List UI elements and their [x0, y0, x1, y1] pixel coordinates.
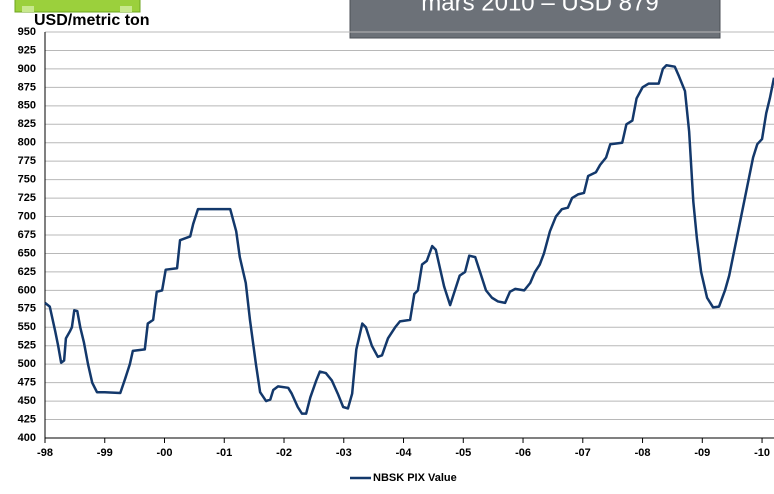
x-tick-label: -05: [455, 447, 471, 459]
y-tick-label: 625: [18, 266, 36, 278]
x-tick-label: -00: [157, 447, 173, 459]
green-banner: [14, 0, 141, 13]
banner-detail: [120, 6, 132, 12]
x-tick-label: -06: [515, 447, 531, 459]
y-tick-label: 550: [18, 321, 36, 333]
y-tick-label: 900: [18, 63, 36, 75]
x-tick-label: -03: [336, 447, 352, 459]
y-tick-label: 875: [18, 81, 36, 93]
x-tick-label: -07: [575, 447, 591, 459]
y-tick-label: 825: [18, 118, 36, 130]
banner-detail: [22, 6, 34, 12]
x-tick-label: -04: [396, 447, 413, 459]
y-tick-label: 725: [18, 192, 36, 204]
x-tick-label: -08: [635, 447, 651, 459]
line-series: [44, 63, 774, 415]
y-tick-label: 475: [18, 377, 36, 389]
x-tick-label: -98: [37, 447, 53, 459]
x-tick-label: -01: [216, 447, 232, 459]
x-tick-label: -09: [694, 447, 710, 459]
legend-label: NBSK PIX Value: [373, 472, 457, 484]
y-tick-label: 525: [18, 340, 36, 352]
y-tick-label: 950: [18, 26, 36, 38]
y-tick-label: 675: [18, 229, 36, 241]
annotation-text: mars 2010 – USD 879: [421, 0, 658, 16]
y-tick-label: 775: [18, 155, 36, 167]
y-tick-label: 925: [18, 44, 36, 56]
y-tick-label: 600: [18, 284, 36, 296]
y-tick-label: 500: [18, 358, 36, 370]
y-tick-label: 850: [18, 100, 36, 112]
x-tick-label: -10: [754, 447, 770, 459]
y-tick-label: 400: [18, 432, 36, 444]
y-tick-label: 575: [18, 303, 36, 315]
y-tick-label: 750: [18, 174, 36, 186]
y-tick-label: 450: [18, 395, 36, 407]
y-tick-label: 700: [18, 210, 36, 222]
y-tick-label: 425: [18, 413, 36, 425]
y-tick-label: 650: [18, 247, 36, 259]
x-tick-label: -02: [276, 447, 292, 459]
y-tick-label: 800: [18, 137, 36, 149]
x-tick-label: -99: [97, 447, 113, 459]
chart-title: USD/metric ton: [34, 12, 150, 29]
